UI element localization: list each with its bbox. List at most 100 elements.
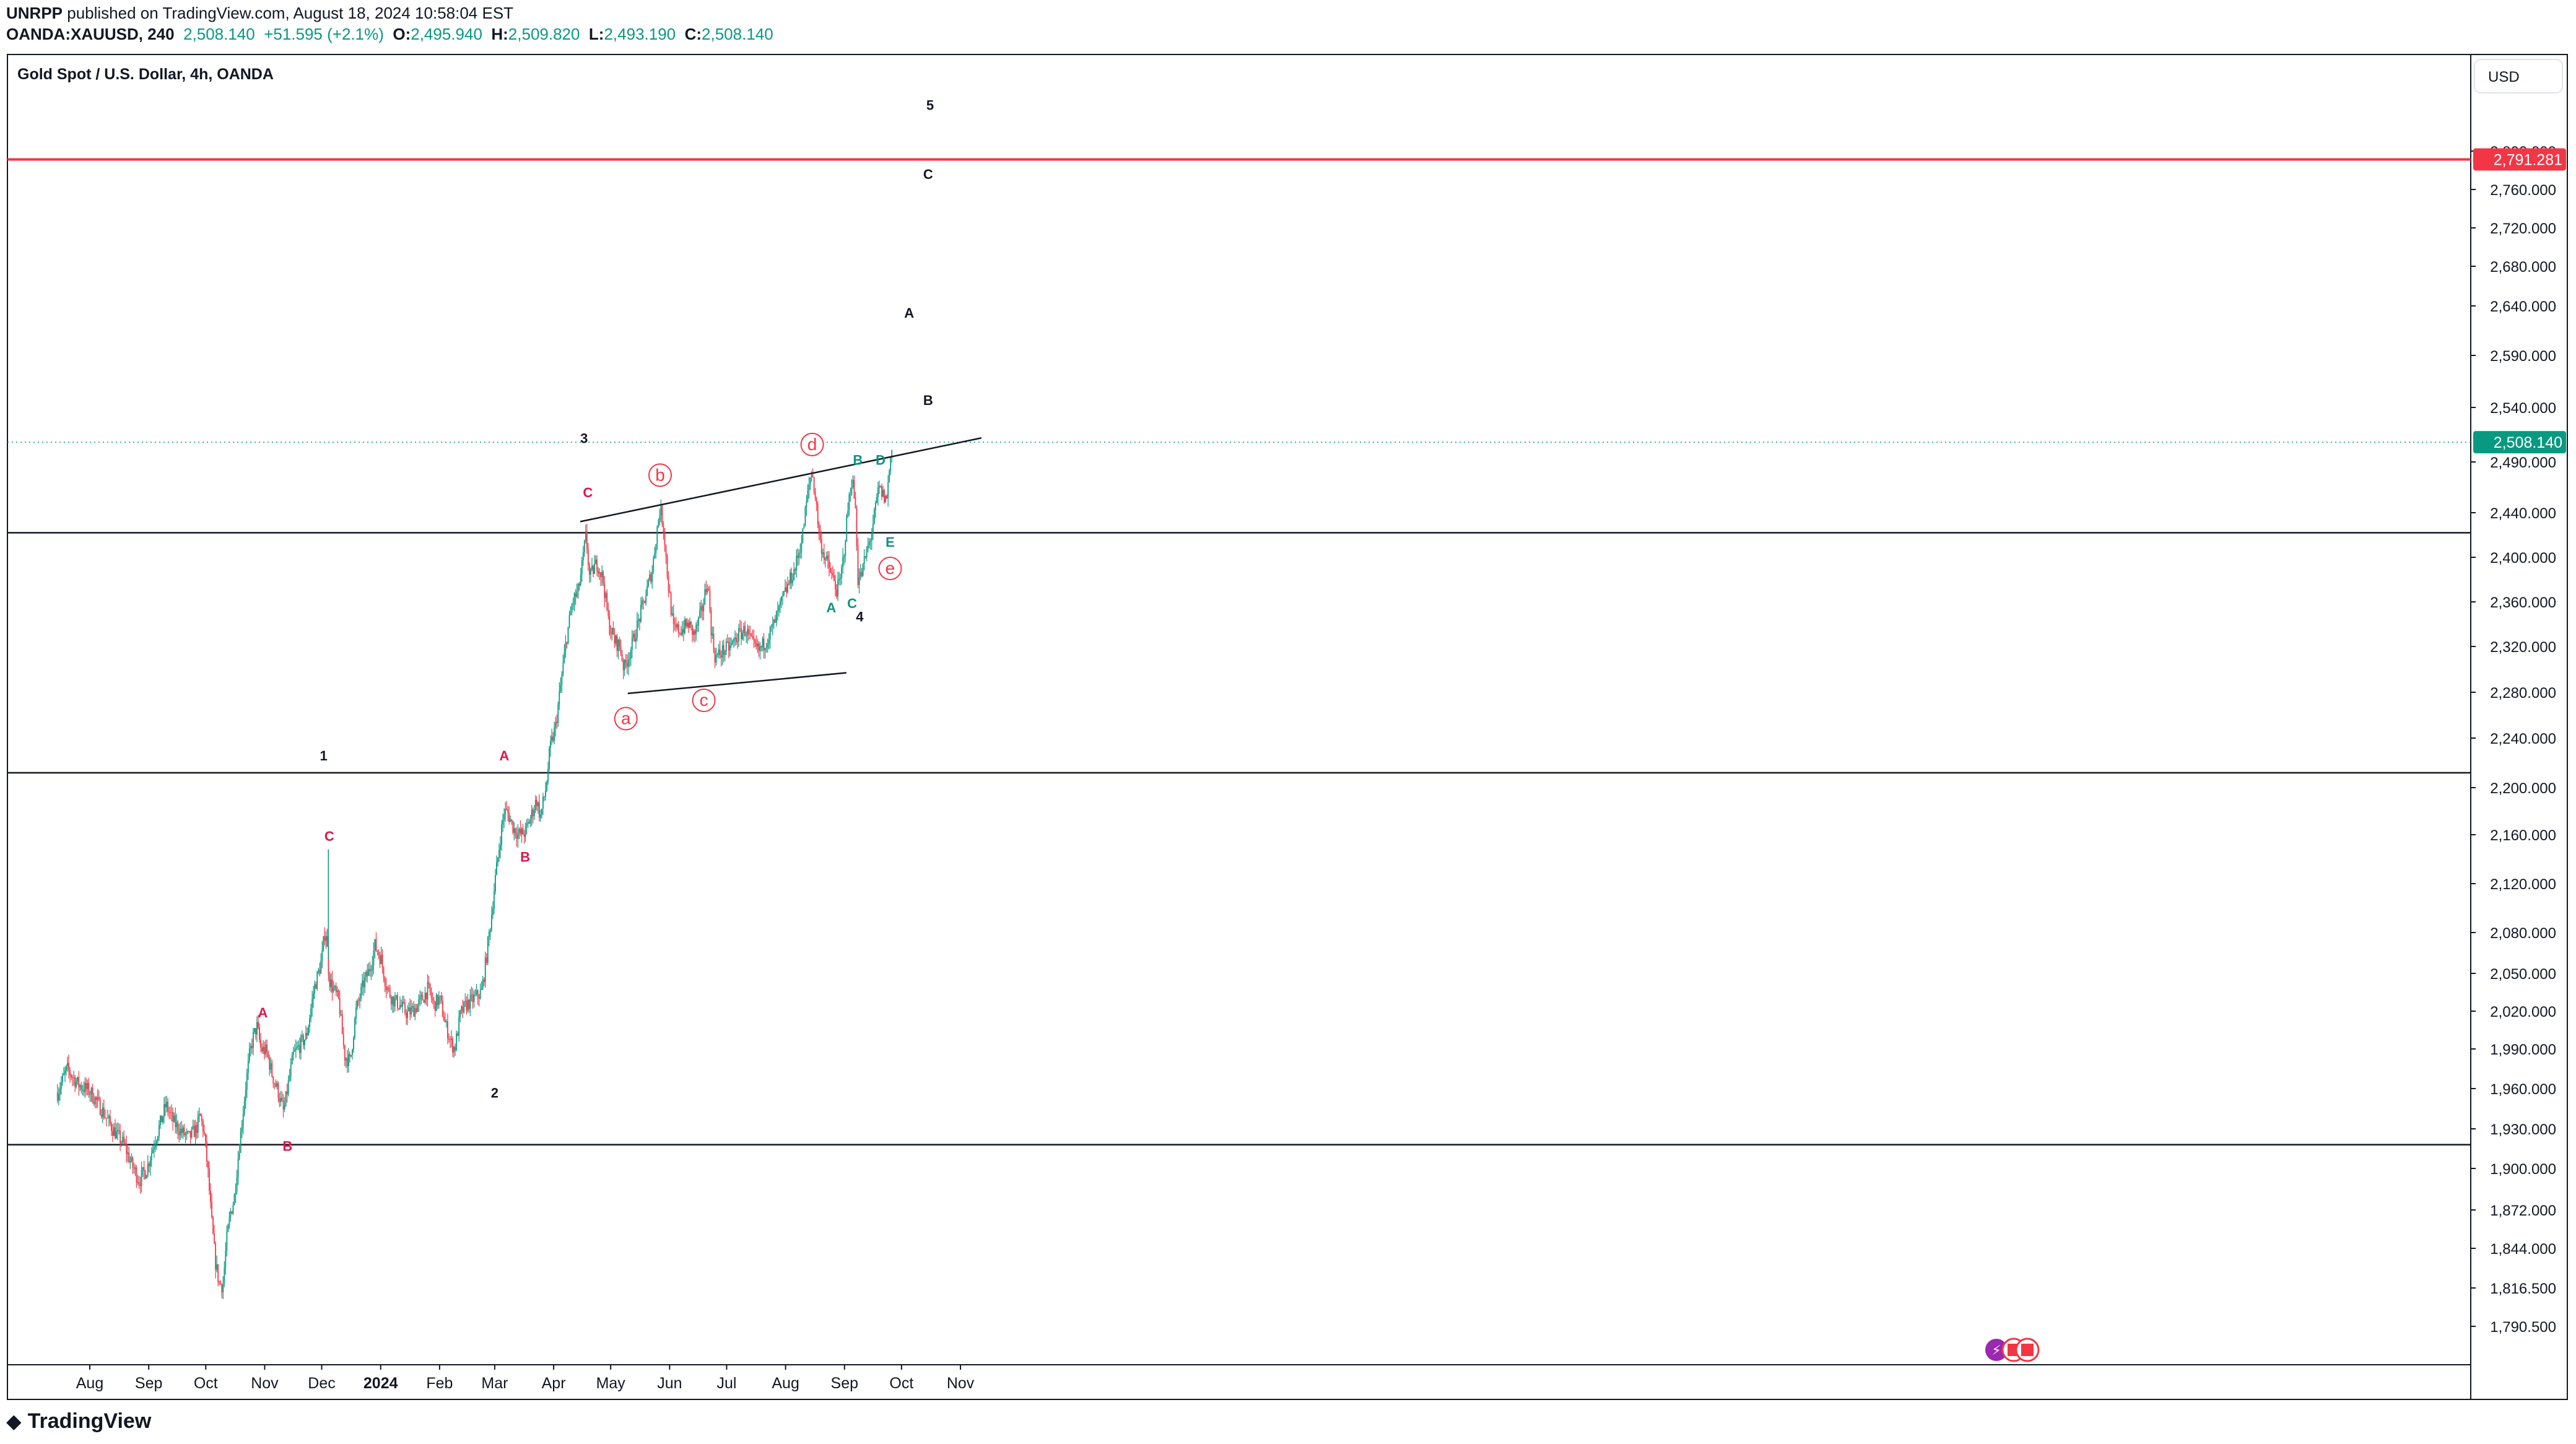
candle-body xyxy=(615,635,617,644)
candle-body xyxy=(78,1077,80,1087)
time-tick-label: Sep xyxy=(831,1375,858,1392)
candle-body xyxy=(416,1008,417,1012)
candle-body xyxy=(389,988,391,997)
candle-body xyxy=(635,638,637,642)
candle-body xyxy=(557,704,559,723)
candle-body xyxy=(684,619,685,633)
candle-body xyxy=(572,602,574,606)
candle-body xyxy=(704,589,706,604)
candle-body xyxy=(409,1007,411,1014)
candle-body xyxy=(685,619,687,627)
price-tick-label: 2,590.000 xyxy=(2490,348,2556,365)
candle-body xyxy=(590,569,591,575)
candle-body xyxy=(355,1007,357,1019)
candle-body xyxy=(632,633,634,638)
candle-body xyxy=(527,822,529,824)
candle-body xyxy=(661,506,663,525)
candle-body xyxy=(403,1001,404,1003)
candle-body xyxy=(596,559,598,571)
candle-body xyxy=(284,1106,285,1110)
candle-body xyxy=(822,552,824,554)
candle-body xyxy=(153,1147,155,1149)
candle-body xyxy=(56,1092,58,1101)
price-tick-label: 1,960.000 xyxy=(2490,1081,2556,1098)
candle-body xyxy=(374,939,376,951)
candle-body xyxy=(467,999,469,1011)
candle-body xyxy=(270,1063,272,1070)
candle-body xyxy=(440,996,442,1001)
wave-label: C xyxy=(847,596,857,611)
price-tick-label: 1,900.000 xyxy=(2490,1161,2556,1178)
candle-body xyxy=(796,555,798,571)
candle-body xyxy=(172,1111,174,1122)
candle-body xyxy=(651,571,653,583)
candle-body xyxy=(117,1129,118,1131)
wave-label: B xyxy=(520,850,530,865)
candle-body xyxy=(263,1046,264,1051)
candle-body xyxy=(334,986,336,988)
candle-body xyxy=(762,638,764,648)
price-tick-label: 2,490.000 xyxy=(2490,455,2556,471)
candle-body xyxy=(639,619,640,622)
candle-body xyxy=(550,741,552,748)
candle-body xyxy=(472,994,474,1003)
candle-body xyxy=(64,1071,66,1074)
wave-circle xyxy=(800,432,824,456)
wave-label: 1 xyxy=(320,748,327,763)
event-icons[interactable]: ⚡ xyxy=(1985,1337,2040,1362)
lightning-event-icon[interactable] xyxy=(1985,1339,2008,1361)
price-tick-label: 2,760.000 xyxy=(2490,182,2556,199)
candle-body xyxy=(291,1055,293,1064)
candle-body xyxy=(268,1051,269,1058)
candle-body xyxy=(621,653,623,661)
candle-body xyxy=(886,495,888,498)
candle-body xyxy=(437,994,438,1006)
candle-body xyxy=(279,1098,281,1102)
time-tick-label: May xyxy=(596,1375,626,1392)
candle-body xyxy=(600,572,602,577)
candle-body xyxy=(617,640,619,651)
candle-body xyxy=(526,823,528,826)
candle-body xyxy=(307,1033,308,1035)
candle-body xyxy=(241,1126,243,1132)
candle-body xyxy=(648,580,650,586)
candle-body xyxy=(451,1038,452,1040)
tradingview-logo[interactable]: ◆ TradingView xyxy=(6,1409,151,1433)
candle-body xyxy=(694,630,696,635)
candle-body xyxy=(546,782,547,791)
candle-body xyxy=(589,565,590,575)
candle-body xyxy=(864,556,866,557)
chart-title: Gold Spot / U.S. Dollar, 4h, OANDA xyxy=(17,66,274,83)
currency-button[interactable]: USD xyxy=(2474,59,2563,94)
open-label: O: xyxy=(393,25,411,43)
high-label: H: xyxy=(491,25,508,43)
time-tick-label: Oct xyxy=(194,1375,218,1392)
candle-body xyxy=(767,643,768,648)
candle-body xyxy=(87,1083,89,1089)
price-axis: 2,800.0002,760.0002,720.0002,680.0002,64… xyxy=(2471,144,2556,1336)
candle-body xyxy=(785,587,786,591)
candle-body xyxy=(309,1018,310,1027)
candle-body xyxy=(206,1141,207,1162)
candle-body xyxy=(395,995,397,999)
candle-body xyxy=(266,1044,268,1052)
candle-body xyxy=(598,570,599,574)
candle-body xyxy=(520,829,521,835)
candle-body xyxy=(452,1038,453,1053)
candle-body xyxy=(459,1010,461,1017)
candle-body xyxy=(289,1076,290,1081)
candle-body xyxy=(689,622,690,628)
candle-body xyxy=(385,986,387,990)
candle-body xyxy=(290,1064,292,1076)
candle-body xyxy=(228,1217,230,1225)
candle-body xyxy=(226,1232,228,1251)
candle-body xyxy=(305,1033,307,1040)
candle-body xyxy=(316,972,318,989)
candle-body xyxy=(406,1012,407,1018)
candle-body xyxy=(370,970,372,972)
wave-label: B xyxy=(282,1139,292,1154)
horizontal-levels xyxy=(7,158,2471,1146)
candle-body xyxy=(551,736,553,741)
candle-body xyxy=(858,576,860,585)
